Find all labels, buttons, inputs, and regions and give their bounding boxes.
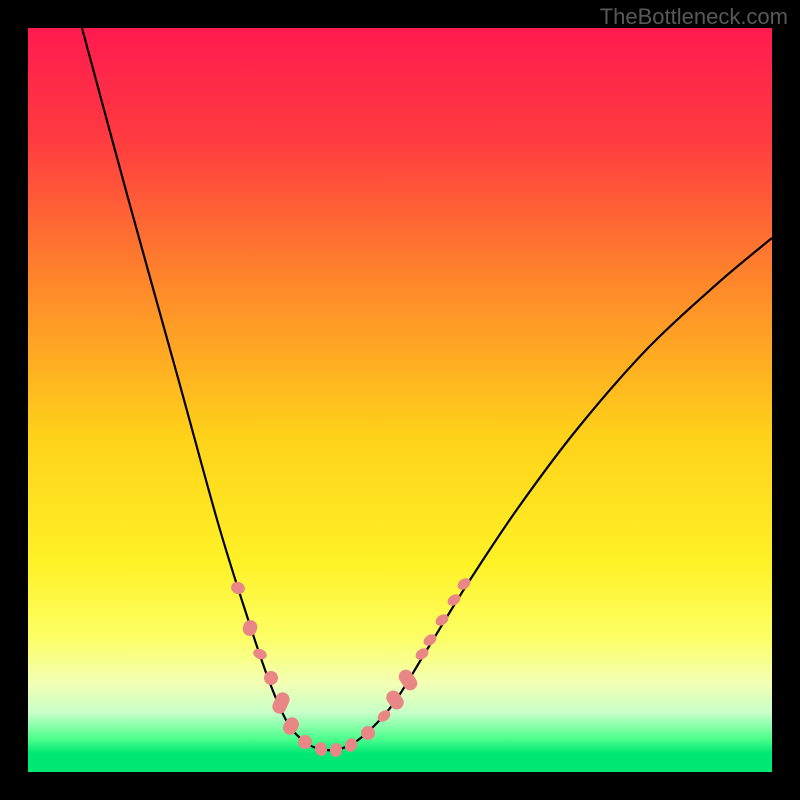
plot-area	[28, 28, 772, 772]
curve-marker	[241, 618, 259, 638]
chart-frame: TheBottleneck.com	[0, 0, 800, 800]
curve-marker	[229, 580, 246, 596]
curve-marker	[252, 647, 269, 661]
curve-marker	[314, 741, 328, 757]
curve-marker	[396, 667, 420, 693]
bottleneck-curve-layer	[28, 28, 772, 772]
curve-markers	[229, 576, 472, 758]
curve-marker	[329, 742, 342, 757]
curve-marker	[384, 688, 407, 712]
watermark-text: TheBottleneck.com	[600, 4, 788, 30]
curve-marker	[280, 715, 301, 738]
curve-marker	[343, 736, 360, 754]
